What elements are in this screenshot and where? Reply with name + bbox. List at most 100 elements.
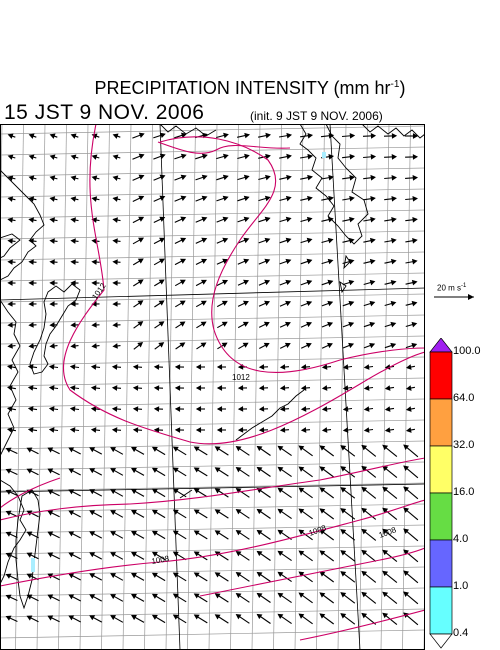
wind-arrow-head	[132, 364, 139, 370]
colorbar-level-label: 0.4	[453, 627, 469, 639]
grid-line	[294, 124, 304, 650]
wind-arrow-head	[307, 174, 313, 181]
wind-arrow-head	[369, 342, 376, 349]
wind-arrow-head	[340, 571, 347, 577]
wind-arrow-head	[153, 427, 160, 433]
wind-arrow-head	[89, 573, 96, 579]
wind-arrow-head	[306, 321, 313, 328]
wind-arrow-head	[48, 364, 55, 370]
wind-arrow-head	[277, 487, 284, 493]
wind-arrow-head	[223, 153, 229, 160]
wind-arrow-head	[298, 613, 305, 619]
wind-arrow-head	[47, 489, 54, 495]
wind-arrow-head	[153, 364, 160, 370]
wind-arrow-head	[222, 195, 229, 202]
wind-arrow-head	[172, 446, 179, 452]
wind-arrow-head	[214, 488, 221, 494]
wind-arrow-head	[137, 341, 144, 348]
grid-line	[15, 124, 24, 650]
wind-arrow-head	[319, 592, 326, 598]
wind-arrow-head	[26, 552, 33, 558]
wind-arrow-head	[411, 321, 418, 328]
wind-arrow-head	[361, 465, 368, 472]
wind-arrow-head	[340, 445, 347, 451]
wind-arrow-head	[28, 322, 34, 328]
wind-arrow-head	[201, 174, 208, 181]
wind-arrow-head	[151, 572, 158, 578]
wind-arrow-head	[391, 195, 397, 202]
wind-arrow-head	[48, 427, 55, 433]
wind-arrow-head	[68, 510, 75, 516]
wind-arrow-head	[131, 552, 137, 558]
wind-arrow-head	[7, 280, 13, 286]
wind-arrow-head	[328, 174, 334, 181]
wind-arrow-head	[277, 508, 284, 514]
wind-arrow-head	[26, 468, 33, 474]
wind-arrow-head	[256, 445, 263, 452]
wind-arrow-head	[49, 154, 56, 160]
coast-china-east	[0, 299, 21, 457]
wind-arrow-head	[264, 237, 271, 244]
wind-arrow-head	[340, 487, 347, 493]
wind-arrow-head	[370, 154, 377, 160]
wind-arrow-head	[370, 174, 376, 181]
wind-arrow-head	[47, 573, 54, 579]
colorbar-segment	[429, 351, 453, 400]
weather-map: 1012 1012 1008 1008 1008	[0, 124, 425, 650]
coast-korea	[0, 169, 45, 281]
wind-arrow-head	[237, 406, 244, 412]
wind-arrow-head	[49, 280, 55, 286]
wind-arrow-head	[49, 217, 55, 223]
wind-arrow-head	[110, 552, 117, 558]
wind-arrow-head	[412, 133, 419, 139]
wind-arrow-head	[307, 132, 314, 139]
wind-arrow-head	[48, 385, 55, 391]
coast-north-tip	[159, 124, 217, 137]
wind-arrow-head	[300, 385, 307, 391]
wind-arrow-head	[111, 406, 118, 412]
wind-arrow-head	[390, 300, 397, 307]
wind-arrow-head	[321, 385, 328, 391]
wind-arrow-head	[195, 427, 202, 433]
wind-arrow-head	[47, 552, 54, 558]
wind-arrow-head	[201, 216, 208, 222]
wind-arrow-head	[243, 237, 250, 244]
wind-arrow-head	[89, 510, 96, 516]
wind-arrow-head	[391, 216, 397, 223]
wind-arrow-head	[327, 279, 334, 286]
wind-arrow-head	[306, 258, 313, 265]
wind-arrow-head	[265, 153, 271, 160]
wind-arrow-head	[342, 385, 349, 391]
wind-arrow-head	[138, 174, 145, 180]
wind-arrow-head	[159, 153, 166, 159]
wind-arrow-head	[131, 531, 137, 537]
wind-arrow-head	[5, 552, 12, 558]
wind-arrow-head	[112, 196, 119, 202]
wind-arrow-head	[340, 508, 347, 514]
grid-line	[0, 251, 425, 261]
wind-arrow-head	[91, 196, 98, 202]
wind-arrow-head	[158, 300, 165, 306]
wind-arrow-head	[91, 322, 97, 328]
wind-arrow-head	[89, 552, 96, 558]
wind-arrow-head	[68, 573, 75, 579]
isobar-1008-c	[199, 547, 425, 597]
grid-line	[144, 124, 153, 650]
wind-arrow-head	[403, 549, 410, 555]
wind-arrow-head	[174, 406, 181, 412]
wind-arrow-head	[112, 259, 118, 265]
wind-arrow-head	[342, 406, 349, 412]
wind-arrow-head	[403, 528, 410, 534]
wind-arrow-head	[151, 530, 158, 536]
colorbar-segment	[429, 445, 453, 494]
grid-line	[251, 124, 261, 650]
wind-arrow-head	[193, 614, 200, 620]
coast-kyushu	[29, 283, 81, 375]
wind-arrow-head	[153, 406, 160, 412]
wind-arrow-head	[201, 195, 208, 202]
wind-arrow-head	[382, 612, 389, 619]
wind-arrow-head	[159, 216, 166, 222]
wind-arrow-head	[68, 594, 75, 600]
wind-arrow-head	[195, 364, 202, 370]
wind-arrow-head	[243, 195, 250, 202]
